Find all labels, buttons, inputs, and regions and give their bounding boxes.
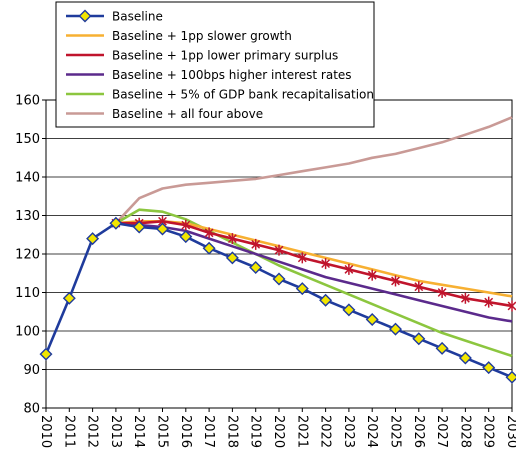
marker-point <box>297 252 307 264</box>
legend: Baseline Baseline + 1pp slower growth Base… <box>55 1 375 128</box>
marker-point <box>39 347 53 361</box>
y-tick-label: 110 <box>15 286 40 301</box>
x-tick-label: 2025 <box>388 415 403 448</box>
series-line <box>115 220 513 298</box>
marker-point <box>482 361 496 375</box>
x-tick-label: 2018 <box>224 415 239 448</box>
marker-point <box>389 322 402 336</box>
series-baseline-5-of-gdp-bank-recapitalisation <box>115 208 513 358</box>
legend-item-baseline-100bps-higher-interest-rates: Baseline + 100bps higher interest rates <box>66 68 352 82</box>
marker-point <box>367 269 377 281</box>
x-tick-label: 2026 <box>411 415 426 448</box>
x-tick-label: 2027 <box>434 415 449 448</box>
marker-point <box>272 272 286 286</box>
x-tick-label: 2014 <box>131 415 146 448</box>
x-tick-label: 2022 <box>318 415 333 448</box>
marker-point <box>274 244 284 256</box>
marker-point <box>227 233 237 245</box>
marker-point <box>156 222 169 236</box>
x-tick-label: 2019 <box>248 415 263 448</box>
marker-point <box>86 232 100 246</box>
marker-point <box>249 260 263 274</box>
y-tick-label: 150 <box>15 132 40 147</box>
legend-label: Baseline + 100bps higher interest rates <box>112 68 352 82</box>
legend-item-baseline-1pp-slower-growth: Baseline + 1pp slower growth <box>66 29 292 43</box>
marker-point <box>109 216 123 230</box>
marker-point <box>295 282 309 296</box>
marker-point <box>251 238 261 250</box>
marker-point <box>437 287 447 298</box>
x-tick-label: 2020 <box>271 415 286 448</box>
marker-point <box>460 292 470 304</box>
x-tick-label: 2017 <box>201 415 216 448</box>
y-tick-label: 140 <box>15 171 40 186</box>
y-tick-label: 120 <box>15 248 40 263</box>
y-axis-ticks: 80 90 100 110 120 130 140 150 160 <box>15 94 46 417</box>
marker-point <box>365 312 379 326</box>
marker-point <box>78 9 92 23</box>
x-tick-label: 2015 <box>155 415 170 448</box>
marker-point <box>484 296 494 308</box>
marker-point <box>62 291 76 305</box>
marker-point <box>507 300 516 312</box>
x-tick-label: 2021 <box>294 415 309 448</box>
y-tick-label: 160 <box>15 94 40 109</box>
legend-label: Baseline + 1pp lower primary surplus <box>112 49 338 63</box>
legend-item-baseline-all-four-above: Baseline + all four above <box>66 107 263 121</box>
x-axis-ticks: 2010 2011 2012 2013 2014 2015 2016 2017 2018 2019… <box>38 408 516 448</box>
x-tick-label: 2012 <box>85 415 100 448</box>
series-line <box>115 208 513 358</box>
marker-point <box>414 281 424 293</box>
marker-point <box>132 220 146 234</box>
x-tick-label: 2030 <box>504 415 516 448</box>
marker-point <box>319 293 333 307</box>
marker-point <box>181 219 191 231</box>
legend-label: Baseline <box>112 10 163 24</box>
y-tick-label: 130 <box>15 209 40 224</box>
x-tick-label: 2029 <box>481 415 496 448</box>
marker-point <box>342 303 356 317</box>
marker-point <box>321 258 331 270</box>
legend-item-baseline: Baseline <box>66 10 163 24</box>
x-tick-label: 2011 <box>61 415 76 448</box>
series-baseline-1pp-slower-growth <box>115 220 513 298</box>
marker-point <box>435 341 449 355</box>
series-baseline <box>39 216 516 384</box>
x-tick-label: 2010 <box>38 415 53 448</box>
legend-item-baseline-1pp-lower-primary-surplus: Baseline + 1pp lower primary surplus <box>66 49 338 63</box>
x-tick-label: 2028 <box>457 415 472 448</box>
marker-point <box>204 227 214 239</box>
marker-point <box>412 332 426 346</box>
marker-point <box>458 351 472 365</box>
marker-point <box>179 230 193 244</box>
series-line <box>115 221 513 323</box>
legend-item-baseline-5-of-gdp-bank-recapitalisation: Baseline + 5% of GDP bank recapitalisati… <box>66 88 374 102</box>
x-tick-label: 2013 <box>108 415 123 448</box>
series-baseline-100bps-higher-interest-rates <box>115 221 513 323</box>
marker-point <box>391 275 400 287</box>
x-tick-label: 2016 <box>178 415 193 448</box>
marker-point <box>225 251 239 265</box>
series-baseline-all-four-above <box>114 116 513 225</box>
legend-box <box>55 1 375 128</box>
legend-label: Baseline + 1pp slower growth <box>112 29 292 43</box>
series-line <box>114 116 513 225</box>
x-tick-label: 2023 <box>341 415 356 448</box>
series-layer <box>39 116 516 384</box>
marker-point <box>202 241 216 255</box>
legend-label: Baseline + all four above <box>112 107 263 121</box>
y-tick-label: 90 <box>23 363 40 378</box>
legend-label: Baseline + 5% of GDP bank recapitalisati… <box>112 88 374 102</box>
y-tick-label: 80 <box>23 402 40 417</box>
marker-point <box>344 263 354 275</box>
y-tick-label: 100 <box>15 325 40 340</box>
series-line <box>115 220 513 308</box>
x-tick-label: 2024 <box>364 415 379 448</box>
